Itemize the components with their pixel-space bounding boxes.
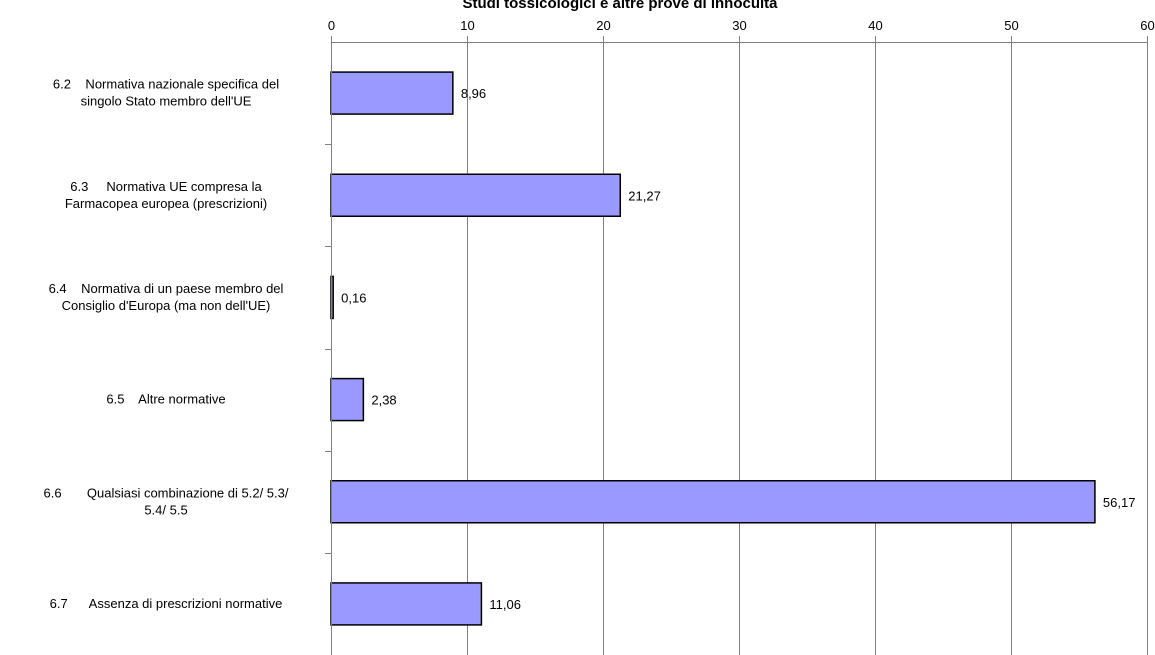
category-label-line: 6.6 Qualsiasi combinazione di 5.2/ 5.3/ <box>44 485 289 500</box>
data-label: 8,96 <box>461 86 486 101</box>
x-tick-label: 20 <box>596 18 610 33</box>
bars <box>330 71 1096 626</box>
bar <box>330 582 483 626</box>
category-label-line: 6.2 Normativa nazionale specifica del <box>53 77 279 92</box>
data-label: 0,16 <box>341 290 366 305</box>
x-tick-label: 60 <box>1140 18 1154 33</box>
value-labels: 8,96 21,27 0,16 2,38 56,17 11,06 <box>341 86 1135 612</box>
data-label: 2,38 <box>371 393 396 408</box>
x-tick-label: 10 <box>460 18 474 33</box>
category-label-line: Consiglio d'Europa (ma non dell'UE) <box>62 298 271 313</box>
bar <box>330 173 622 217</box>
category-labels: 6.2 Normativa nazionale specifica del sin… <box>44 77 289 611</box>
category-label: 6.7 Assenza di prescrizioni normative <box>50 596 283 611</box>
x-tick-label: 40 <box>868 18 882 33</box>
bar <box>330 71 454 115</box>
x-tick-label: 50 <box>1004 18 1018 33</box>
category-label-line: 6.7 Assenza di prescrizioni normative <box>50 596 283 611</box>
category-label: 6.6 Qualsiasi combinazione di 5.2/ 5.3/5… <box>44 485 289 517</box>
category-label-line: 5.4/ 5.5 <box>144 502 187 517</box>
category-label-line: singolo Stato membro dell'UE <box>81 94 252 109</box>
category-label-line: Farmacopea europea (prescrizioni) <box>65 196 267 211</box>
bar <box>330 480 1096 524</box>
chart-title: Studi tossicologici e altre prove di inn… <box>462 0 778 12</box>
x-axis-ticks: 0 10 20 30 40 50 60 <box>325 18 1155 554</box>
gridlines <box>467 42 1148 655</box>
category-label: 6.3 Normativa UE compresa la Farmacopea e… <box>65 179 267 211</box>
data-label: 11,06 <box>489 597 521 612</box>
category-label-line: 6.3 Normativa UE compresa la <box>70 179 262 194</box>
category-label: 6.2 Normativa nazionale specifica del sin… <box>53 77 279 109</box>
category-label: 6.5 Altre normative <box>106 392 225 407</box>
category-label-line: 6.4 Normativa di un paese membro del <box>49 281 284 296</box>
bar <box>330 377 365 422</box>
data-label: 21,27 <box>628 188 661 203</box>
data-label: 56,17 <box>1103 495 1136 510</box>
x-tick-label: 0 <box>328 18 335 33</box>
category-label-line: 6.5 Altre normative <box>106 392 225 407</box>
category-label: 6.4 Normativa di un paese membro del Cons… <box>49 281 284 313</box>
x-tick-label: 30 <box>732 18 746 33</box>
